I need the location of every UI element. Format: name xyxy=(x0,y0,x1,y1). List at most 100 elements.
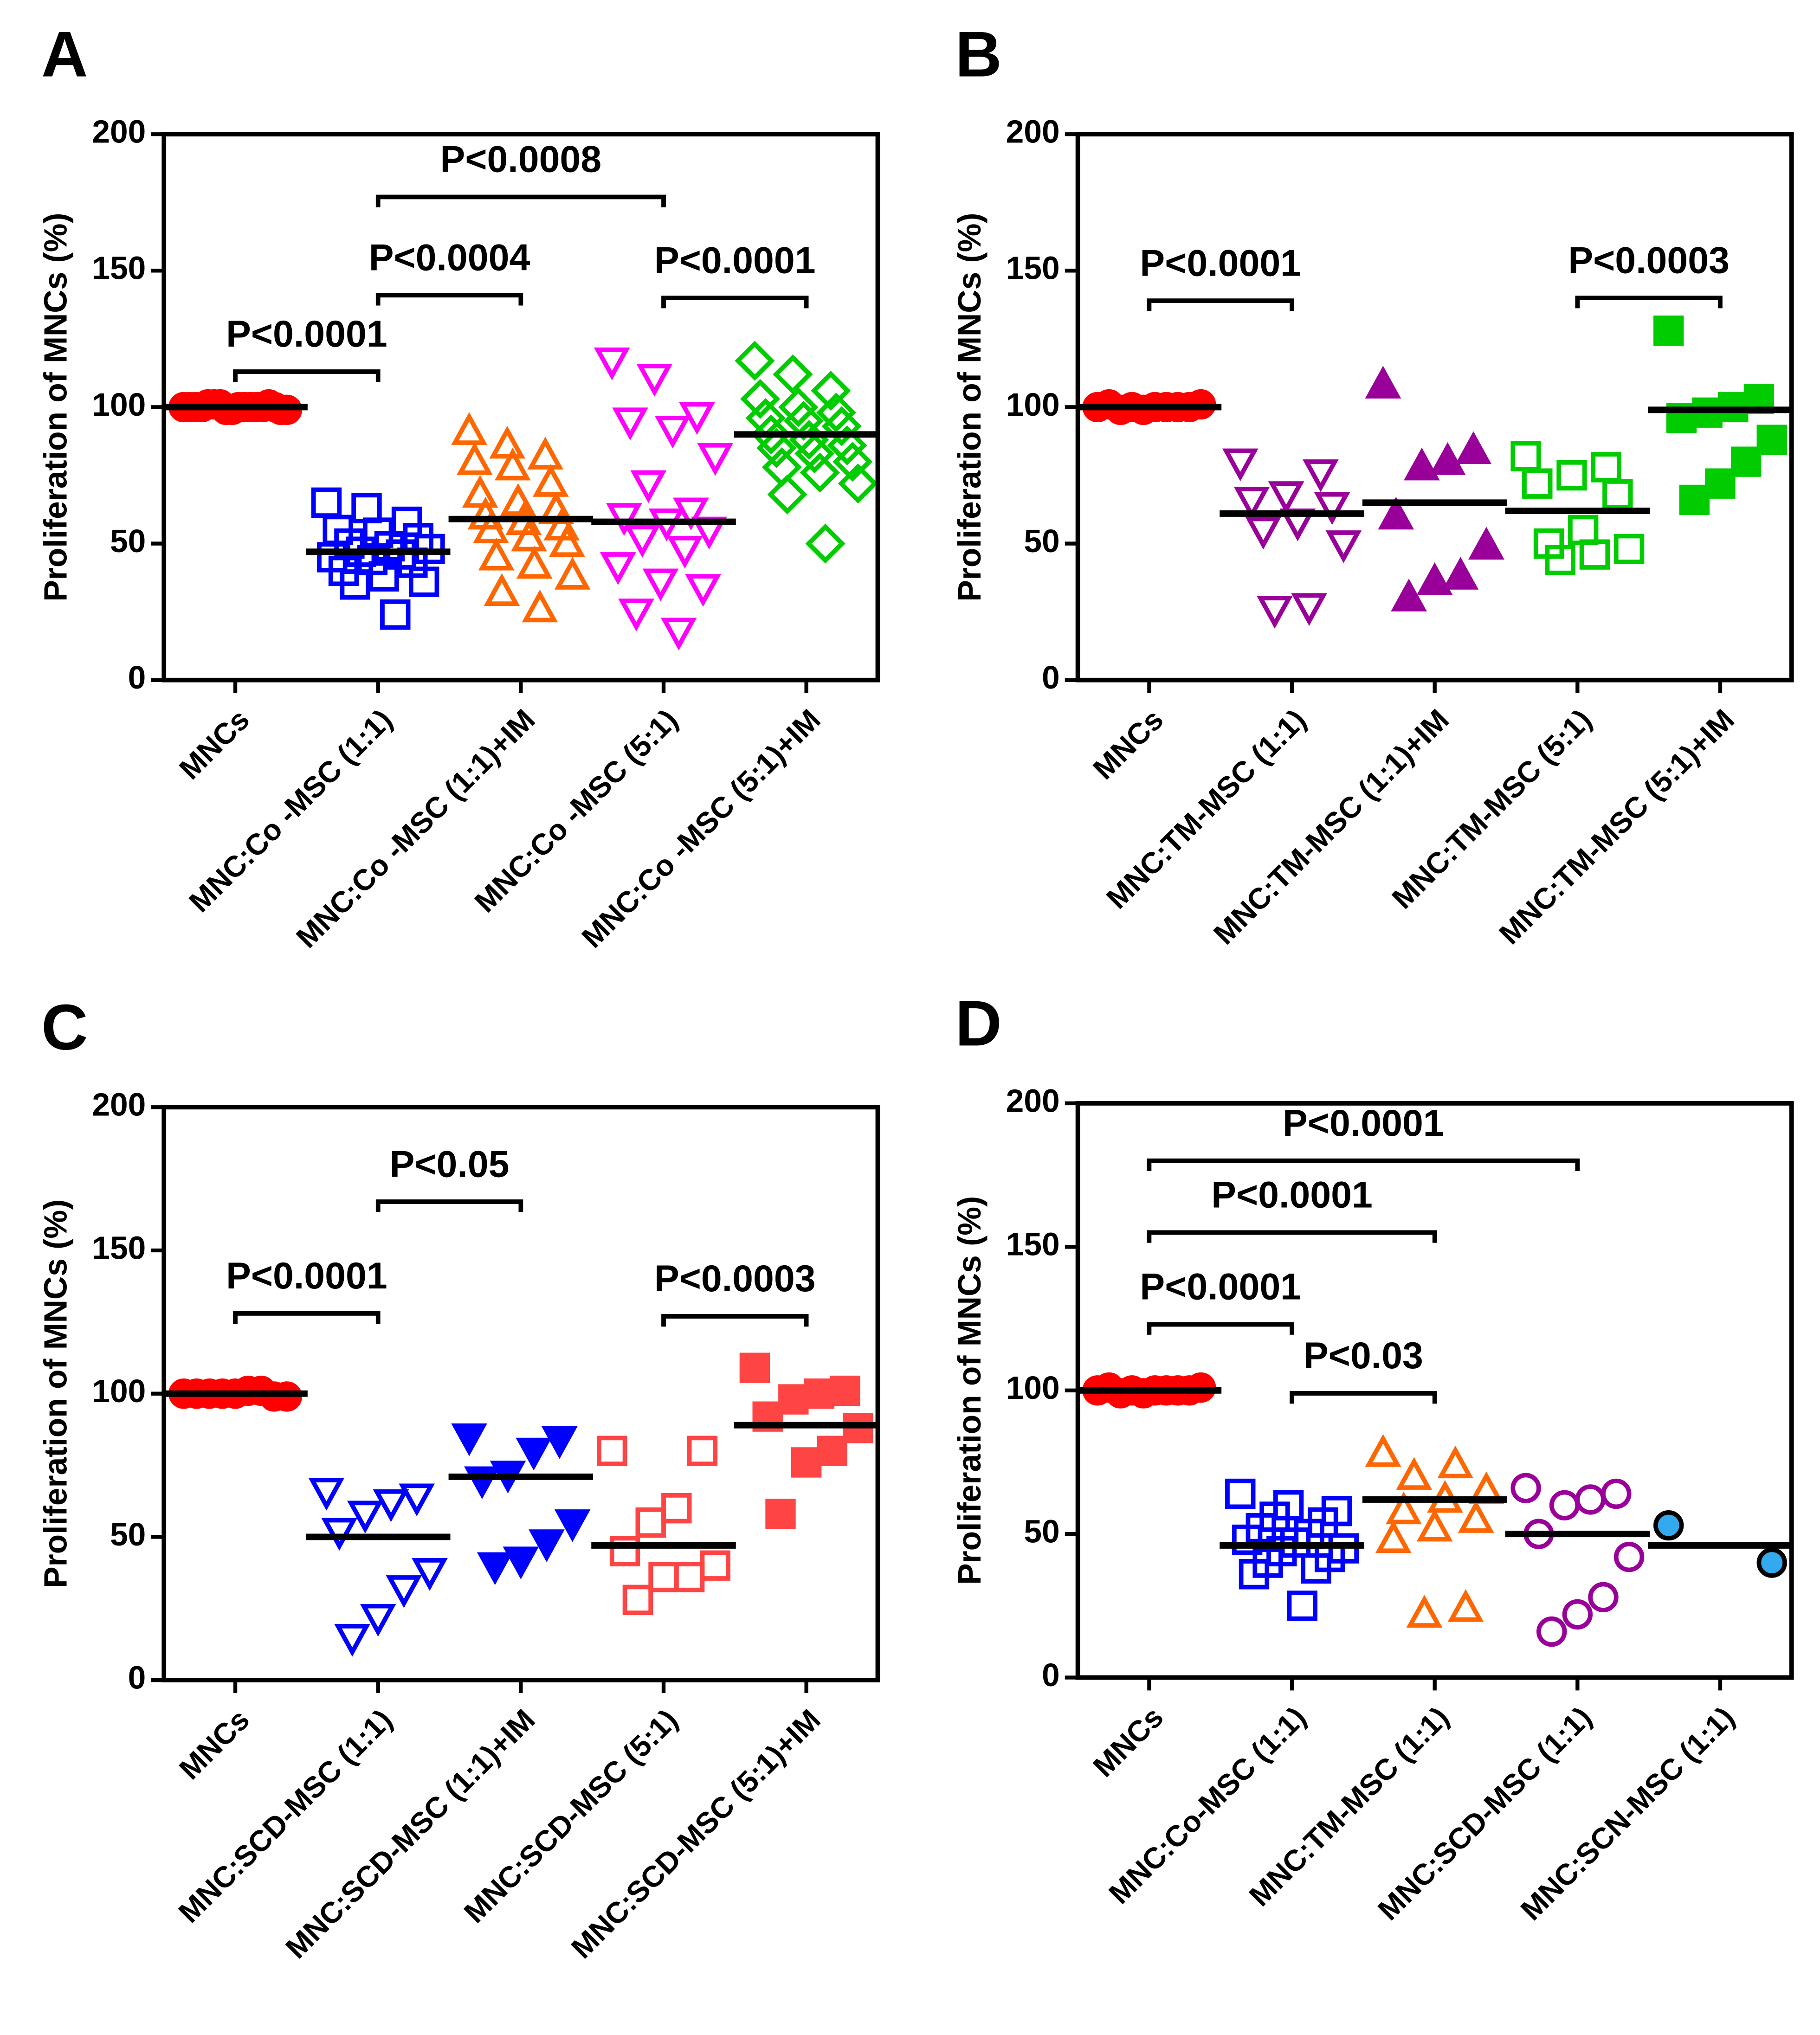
data-point xyxy=(554,557,591,590)
data-point xyxy=(791,1447,822,1478)
data-point xyxy=(1252,1547,1283,1578)
data-point xyxy=(635,1507,666,1538)
data-point xyxy=(636,364,673,397)
y-tick-label: 150 xyxy=(92,250,146,286)
data-point xyxy=(451,1423,487,1456)
data-point xyxy=(735,341,775,381)
data-point xyxy=(340,569,370,600)
significance-bracket xyxy=(233,369,381,382)
data-point xyxy=(794,433,835,474)
data-point xyxy=(529,1529,565,1562)
data-point xyxy=(1301,1553,1331,1584)
data-point xyxy=(412,1558,448,1591)
y-tick-label: 100 xyxy=(92,1373,146,1409)
data-point xyxy=(1287,1591,1317,1621)
data-point xyxy=(1291,593,1327,626)
data-point xyxy=(357,545,388,575)
data-point xyxy=(1225,1478,1256,1509)
data-point xyxy=(833,442,873,482)
data-point xyxy=(778,1384,809,1415)
data-point xyxy=(666,535,703,569)
x-tick-label: MNCs xyxy=(1086,703,1169,786)
data-point xyxy=(1533,528,1564,559)
data-point xyxy=(328,555,359,586)
data-point xyxy=(1705,468,1736,499)
data-point xyxy=(830,1375,860,1406)
significance-bracket xyxy=(1575,296,1723,309)
x-tick-label: MNC:Co -MSC (5:1)+IM xyxy=(575,703,827,954)
data-point xyxy=(554,1509,591,1542)
data-point xyxy=(1447,1589,1484,1622)
data-point xyxy=(516,546,553,579)
significance-bracket xyxy=(1147,1322,1294,1335)
significance-bracket xyxy=(661,296,809,309)
y-tick-label: 0 xyxy=(128,1660,146,1696)
data-point xyxy=(1328,1533,1359,1564)
data-point xyxy=(373,1489,409,1522)
data-point xyxy=(1458,1500,1494,1533)
data-point xyxy=(351,493,382,523)
p-value-label: P<0.0001 xyxy=(654,239,816,281)
data-point xyxy=(679,402,715,435)
p-value-label: P<0.0001 xyxy=(1140,1266,1301,1308)
data-point xyxy=(609,1536,640,1566)
data-point xyxy=(511,518,547,552)
data-point xyxy=(323,515,353,545)
y-tick-label: 50 xyxy=(1024,1513,1059,1550)
data-point xyxy=(800,452,840,493)
data-point xyxy=(1536,1616,1567,1647)
plot-frame xyxy=(161,1105,880,1683)
data-point xyxy=(489,425,525,459)
data-point xyxy=(484,573,520,606)
data-point xyxy=(311,487,342,518)
data-point xyxy=(765,1499,796,1529)
data-point xyxy=(516,1437,552,1471)
data-point xyxy=(1442,557,1479,590)
p-value-label: P<0.0001 xyxy=(226,1255,387,1297)
data-point xyxy=(1613,534,1645,565)
data-point xyxy=(1416,1508,1453,1542)
data-point xyxy=(811,371,851,411)
data-point xyxy=(817,1436,847,1466)
data-point xyxy=(321,1518,358,1551)
data-point xyxy=(618,599,654,631)
data-point xyxy=(500,483,536,516)
data-point xyxy=(1416,562,1453,595)
data-point xyxy=(648,1562,679,1592)
significance-bracket xyxy=(233,1311,381,1324)
data-point xyxy=(549,524,585,557)
plot-frame xyxy=(1075,1101,1794,1680)
data-point xyxy=(532,464,569,497)
data-point xyxy=(606,503,642,536)
data-point xyxy=(1375,1520,1412,1553)
data-point xyxy=(838,464,878,504)
data-point xyxy=(462,475,498,508)
data-point xyxy=(368,561,399,592)
data-point xyxy=(1613,1542,1645,1572)
y-tick-label: 150 xyxy=(92,1230,146,1266)
p-value-label: P<0.0001 xyxy=(1211,1174,1373,1216)
x-tick-label: MNC:Co -MSC (1:1)+IM xyxy=(290,703,541,954)
data-point xyxy=(622,1584,653,1615)
data-point xyxy=(1321,1496,1352,1526)
data-point xyxy=(334,528,365,559)
data-point xyxy=(451,412,487,445)
data-point xyxy=(661,1493,692,1524)
data-point xyxy=(503,1546,539,1579)
data-point xyxy=(597,1436,627,1466)
data-point xyxy=(1239,1559,1270,1590)
data-point xyxy=(1266,1536,1297,1566)
x-tick-label: MNC:SCD-MSC (5:1)+IM xyxy=(565,1703,827,1965)
data-point xyxy=(816,393,857,433)
data-point xyxy=(673,497,709,531)
y-axis-label: Proliferation of MNCs (%) xyxy=(951,1196,987,1585)
significance-bracket xyxy=(1147,298,1294,311)
data-point xyxy=(739,1352,770,1383)
y-tick-label: 200 xyxy=(1006,1082,1060,1119)
data-point xyxy=(1653,316,1684,346)
data-point xyxy=(347,1500,383,1534)
data-point xyxy=(380,599,411,630)
data-point xyxy=(612,407,648,440)
